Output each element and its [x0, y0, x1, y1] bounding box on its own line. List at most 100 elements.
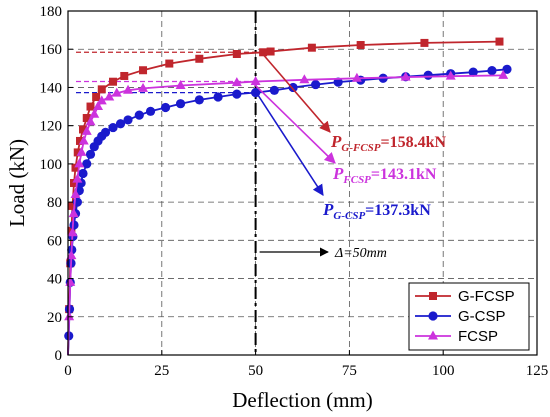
series-fcsp: [64, 69, 509, 356]
triangle-marker: [351, 72, 362, 82]
triangle-marker: [74, 158, 85, 168]
triangle-marker: [175, 80, 186, 90]
peak-load-annotation: PG-FCSP=158.4kN: [330, 132, 447, 154]
legend-item-g-csp: G-CSP: [415, 308, 506, 325]
annotation-value: =143.1kN: [371, 166, 437, 183]
circle-marker: [502, 64, 512, 74]
triangle-marker: [78, 135, 89, 145]
x-tick-label: 75: [342, 363, 357, 379]
circle-marker: [311, 79, 321, 90]
annotation-value: =158.4kN: [381, 134, 447, 151]
peak-load-annotation: PG-CSP=137.3kN: [322, 200, 431, 222]
square-marker: [86, 102, 95, 111]
annotation-arrow: [260, 51, 331, 133]
delta-label: Δ=50mm: [334, 246, 387, 261]
grid-lines: [68, 11, 537, 355]
circle-marker: [78, 168, 88, 179]
square-marker: [165, 59, 174, 68]
triangle-marker: [250, 76, 261, 86]
legend-label: FCSP: [458, 328, 498, 345]
y-tick-label: 100: [40, 157, 63, 173]
square-marker: [307, 43, 316, 52]
circle-marker: [213, 92, 223, 102]
y-axis-title: Load (kN): [5, 139, 29, 227]
square-marker: [266, 47, 275, 56]
legend-item-fcsp: FCSP: [415, 328, 498, 345]
annotation-symbol: P: [330, 132, 342, 151]
circle-marker: [69, 220, 79, 230]
circle-marker: [115, 119, 126, 129]
square-marker: [429, 292, 437, 300]
square-marker: [109, 77, 118, 86]
circle-marker: [269, 85, 279, 95]
triangle-marker: [67, 227, 78, 237]
y-tick-label: 120: [40, 119, 63, 135]
circle-marker: [175, 99, 186, 109]
square-marker: [79, 125, 88, 134]
y-tick-label: 140: [40, 80, 63, 96]
triangle-marker: [111, 87, 122, 97]
x-axis-title: Deflection (mm): [232, 388, 373, 412]
y-tick-label: 60: [47, 233, 62, 249]
triangle-marker: [76, 146, 87, 156]
x-tick-label: 25: [154, 363, 169, 379]
square-marker: [82, 114, 91, 123]
circle-marker: [100, 127, 111, 137]
circle-marker: [145, 106, 156, 116]
x-tick-label: 100: [432, 363, 455, 379]
square-marker: [73, 148, 82, 157]
square-marker: [356, 41, 365, 50]
annotations: PG-FCSP=158.4kNPFCSP=143.1kNPG-CSP=137.3…: [253, 51, 447, 261]
triangle-marker: [498, 69, 509, 79]
y-tick-label: 20: [47, 310, 62, 326]
circle-marker: [134, 110, 144, 120]
triangle-marker: [89, 108, 100, 118]
square-marker: [120, 71, 129, 80]
annotation-subscript: G-FCSP: [341, 142, 380, 154]
square-marker: [76, 136, 85, 145]
triangle-marker: [400, 71, 411, 81]
x-tick-label: 125: [526, 363, 549, 379]
plot-frame: [67, 10, 538, 356]
annotation-value: =137.3kN: [365, 202, 431, 219]
square-marker: [232, 50, 241, 58]
annotation-symbol: P: [332, 164, 344, 183]
circle-marker: [108, 122, 118, 133]
series-line: [67, 74, 504, 356]
annotation-symbol: P: [322, 200, 334, 219]
square-marker: [68, 201, 77, 210]
triangle-marker: [231, 77, 242, 87]
triangle-marker: [445, 70, 456, 80]
square-marker: [92, 93, 101, 101]
reference-lines: [76, 11, 262, 355]
triangle-marker: [64, 311, 75, 321]
circle-marker: [232, 89, 242, 99]
square-marker: [195, 54, 204, 63]
annotation-subscript: G-CSP: [333, 210, 365, 222]
y-tick-label: 180: [40, 4, 63, 20]
legend-item-g-fcsp: G-FCSP: [415, 288, 515, 305]
annotation-arrow: [253, 83, 336, 164]
triangle-marker: [299, 74, 310, 84]
triangle-marker: [104, 91, 115, 101]
y-tick-label: 80: [47, 195, 62, 211]
triangle-marker: [85, 116, 96, 126]
square-marker: [139, 66, 148, 75]
y-tick-label: 160: [40, 42, 63, 58]
annotation-subscript: FCSP: [342, 174, 371, 186]
triangle-marker: [96, 95, 107, 105]
triangle-marker: [70, 188, 81, 198]
x-tick-label: 50: [248, 363, 263, 379]
triangle-marker: [66, 250, 77, 260]
legend-label: G-FCSP: [458, 288, 515, 305]
circle-marker: [487, 66, 497, 76]
triangle-marker: [81, 125, 92, 135]
square-marker: [97, 85, 106, 94]
square-marker: [495, 37, 504, 46]
triangle-marker: [68, 208, 79, 218]
circle-marker: [160, 102, 171, 113]
triangle-marker: [72, 173, 83, 183]
series-g-csp: [64, 64, 512, 356]
circle-marker: [288, 82, 298, 93]
